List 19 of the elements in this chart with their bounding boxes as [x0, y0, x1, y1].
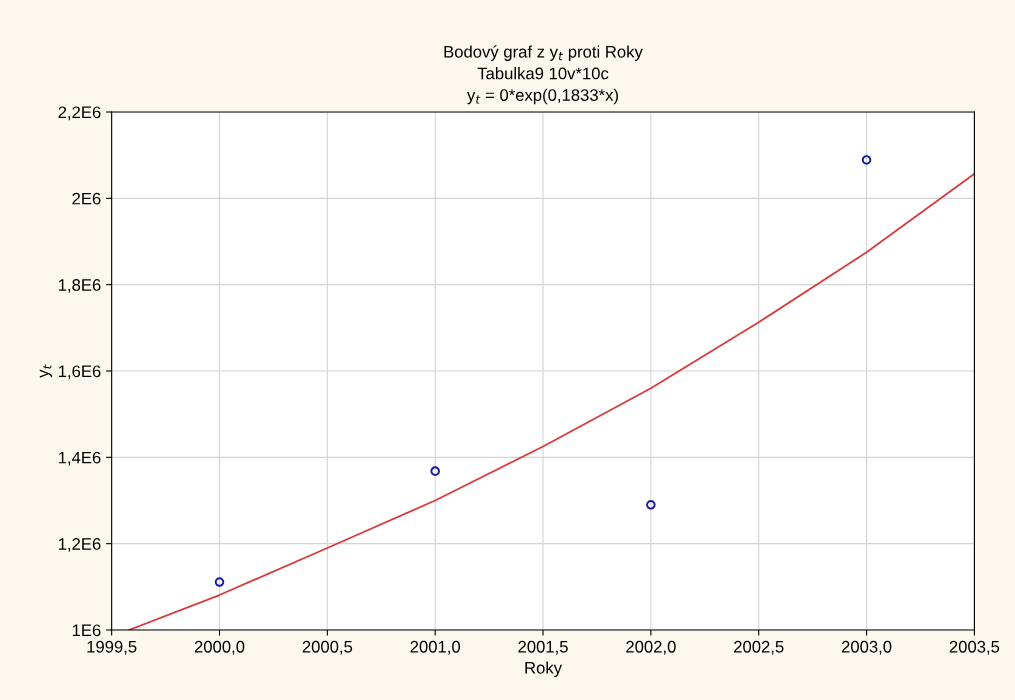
x-tick-label: 2003,0 — [841, 640, 892, 655]
y-tick-label: 2E6 — [72, 192, 101, 205]
y-tick-label: 1E6 — [72, 624, 101, 637]
x-axis-title: Roky — [525, 661, 562, 678]
y-tick-label: 1,6E6 — [58, 365, 101, 380]
x-tick-label: 2000,0 — [194, 640, 245, 655]
chart-title: Bodový graf z y$_{t}$ proti Roky Tabulka9 10v*10c y$_{t}$ = 0*exp(0,1833*x) — [444, 45, 643, 105]
y-axis-title: y$_{t}$ — [39, 364, 53, 378]
y-tick-label: 1,4E6 — [58, 451, 101, 466]
y-tick-label: 1,2E6 — [58, 538, 101, 552]
x-tick-label: 2003,5 — [949, 640, 1000, 655]
x-tick-label: 2001,0 — [410, 640, 461, 655]
x-tick-label: 1999,5 — [87, 640, 137, 655]
x-tick-label: 2002,0 — [626, 640, 676, 655]
x-tick-label: 2000,5 — [302, 640, 353, 655]
y-tick-label: 1,8E6 — [58, 279, 101, 293]
x-tick-label: 2001,5 — [518, 640, 568, 655]
y-tick-label: 2,2E6 — [58, 106, 101, 121]
x-tick-label: 2002,5 — [734, 640, 784, 655]
